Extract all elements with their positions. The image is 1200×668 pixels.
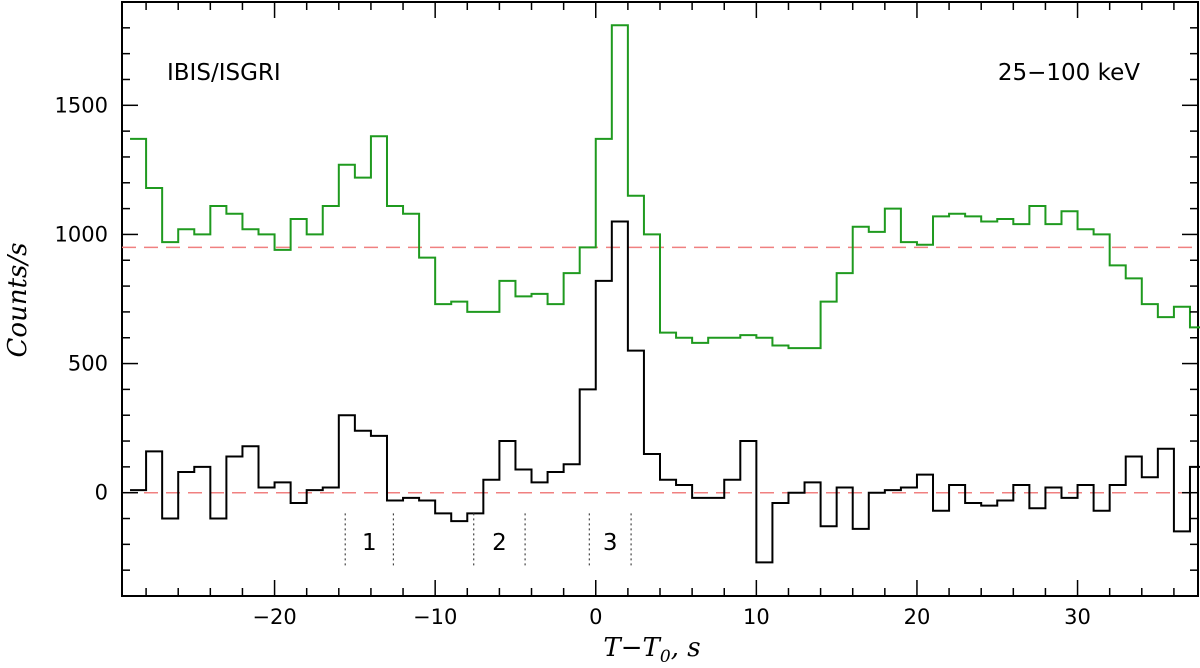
series-line-0 bbox=[130, 24, 1200, 350]
x-axis-title-subscript: 0 bbox=[660, 647, 671, 667]
y-axis-title: Counts/s bbox=[3, 243, 33, 358]
series-layer bbox=[130, 24, 1200, 564]
x-axis-title-main: T−T bbox=[603, 633, 661, 663]
x-tick-label: 10 bbox=[743, 605, 770, 629]
x-axis-title: T−T0, s bbox=[603, 633, 700, 667]
energy-label: 25−100 keV bbox=[998, 60, 1140, 86]
x-tick-label: −10 bbox=[413, 605, 457, 629]
y-tick-label: 1000 bbox=[55, 222, 108, 246]
y-tick-label: 500 bbox=[68, 352, 108, 376]
series-line-1 bbox=[130, 220, 1200, 564]
y-tick-labels: 0 500 1000 1500 bbox=[55, 93, 108, 504]
y-tick-label: 1500 bbox=[55, 93, 108, 117]
interval-label-3: 3 bbox=[603, 530, 618, 556]
x-tick-label: −20 bbox=[252, 605, 296, 629]
interval-label-1: 1 bbox=[362, 530, 377, 556]
instrument-label: IBIS/ISGRI bbox=[167, 60, 281, 86]
interval-markers: 1 2 3 bbox=[344, 513, 632, 568]
axis-ticks bbox=[122, 2, 1198, 596]
y-tick-label: 0 bbox=[95, 481, 108, 505]
interval-label-2: 2 bbox=[492, 530, 507, 556]
x-tick-label: 0 bbox=[589, 605, 602, 629]
x-tick-label: 20 bbox=[904, 605, 931, 629]
x-tick-labels: −20 −10 0 10 20 30 bbox=[252, 605, 1091, 629]
x-tick-label: 30 bbox=[1064, 605, 1091, 629]
x-axis-title-suffix: , s bbox=[671, 633, 701, 663]
